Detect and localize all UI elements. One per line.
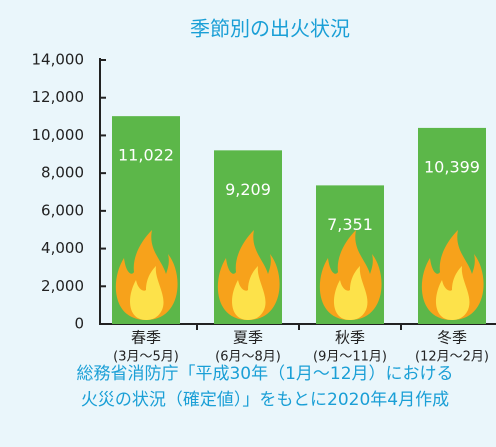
chart: 季節別の出火状況 総務省消防庁「平成30年（1月～12月）における 火災の状況（… xyxy=(0,0,496,447)
x-tick-note: (3月～5月) xyxy=(113,350,179,365)
source-note: 火災の状況（確定値）」をもとに2020年4月作成 xyxy=(81,390,449,410)
x-tick-note: (12月～2月) xyxy=(415,350,489,365)
y-tick-label: 8,000 xyxy=(41,164,84,182)
y-tick-label: 4,000 xyxy=(41,239,84,257)
x-tick-label: 秋季 xyxy=(335,329,365,347)
x-tick-note: (6月～8月) xyxy=(215,350,281,365)
x-tick-label: 夏季 xyxy=(233,329,263,347)
x-tick-note: (9月～11月) xyxy=(313,350,387,365)
chart-title: 季節別の出火状況 xyxy=(190,17,350,41)
value-label: 11,022 xyxy=(118,146,174,165)
x-tick-label: 冬季 xyxy=(437,329,467,347)
y-tick-label: 10,000 xyxy=(32,126,85,144)
value-label: 9,209 xyxy=(225,180,271,199)
y-tick-label: 14,000 xyxy=(32,51,85,69)
y-tick-label: 2,000 xyxy=(41,277,84,295)
y-tick-label: 0 xyxy=(74,315,84,333)
value-label: 10,399 xyxy=(424,157,480,176)
y-tick-label: 12,000 xyxy=(32,88,85,106)
source-note: 総務省消防庁「平成30年（1月～12月）における xyxy=(76,364,453,384)
value-label: 7,351 xyxy=(327,215,373,234)
y-tick-label: 6,000 xyxy=(41,201,84,219)
x-tick-label: 春季 xyxy=(131,329,161,347)
